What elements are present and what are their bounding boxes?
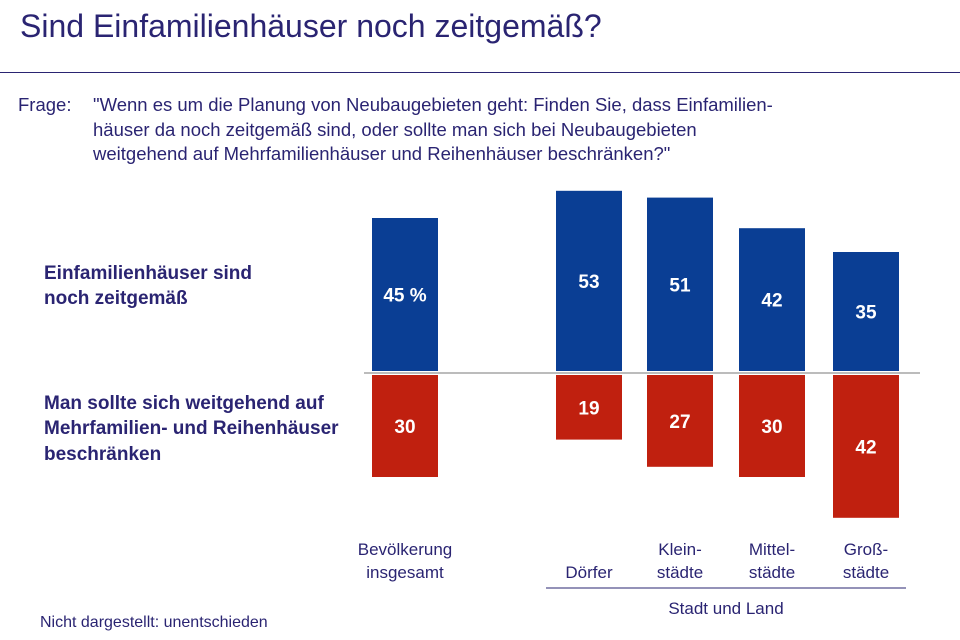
bar-modern [372, 218, 438, 371]
category-label: Klein- [658, 540, 701, 559]
bar-modern [556, 190, 622, 371]
row-label-line: beschränken [44, 443, 162, 465]
category-label: städte [749, 563, 795, 582]
bar-restrict [556, 375, 622, 440]
bar-modern [833, 252, 899, 371]
data-label-restrict: 30 [394, 417, 415, 438]
data-label-restrict: 42 [855, 437, 876, 458]
bar-restrict [739, 375, 805, 477]
category-label: Mittel- [749, 540, 795, 559]
row-label-line: noch zeitgemäß [44, 288, 188, 310]
row-label-restrict: Man sollte sich weitgehend auf Mehrfamil… [44, 391, 339, 467]
category-label: städte [657, 563, 703, 582]
category-label: städte [843, 563, 889, 582]
category-label: Bevölkerung [358, 540, 453, 559]
question-line: "Wenn es um die Planung von Neubaugebiet… [93, 94, 773, 115]
question-line: häuser da noch zeitgemäß sind, oder soll… [93, 118, 697, 140]
row-label-modern: Einfamilienhäuser sind noch zeitgemäß [44, 261, 252, 312]
bar-modern [647, 197, 713, 371]
data-label-modern: 51 [669, 275, 691, 296]
bar-modern [739, 228, 805, 371]
bar-restrict [833, 375, 899, 518]
data-label-restrict: 30 [761, 417, 782, 438]
footnote: Nicht dargestellt: unentschieden [40, 614, 268, 631]
question-prefix: Frage: [18, 94, 72, 115]
data-label-modern: 35 [855, 303, 877, 324]
question-line: weitgehend auf Mehrfamilienhäuser und Re… [93, 143, 671, 165]
data-label-modern: 42 [761, 291, 782, 312]
question-text: "Wenn es um die Planung von Neubaugebiet… [93, 93, 918, 167]
group-label: Stadt und Land [668, 599, 783, 618]
row-label-line: Man sollte sich weitgehend auf [44, 393, 324, 414]
category-label: insgesamt [366, 563, 444, 582]
bar-restrict [647, 375, 713, 467]
data-label-restrict: 19 [578, 398, 599, 419]
data-label-modern: 53 [578, 272, 599, 293]
row-label-line: Einfamilienhäuser sind [44, 263, 252, 284]
question-block: Frage: "Wenn es um die Planung von Neuba… [18, 93, 918, 167]
data-label-modern: 45 % [383, 286, 426, 307]
row-label-line: Mehrfamilien- und Reihenhäuser [44, 418, 339, 440]
data-label-restrict: 27 [669, 412, 690, 433]
category-label: Groß- [844, 540, 888, 559]
category-label: Dörfer [565, 563, 613, 582]
bar-restrict [372, 375, 438, 477]
title-divider [0, 72, 960, 73]
chart-title: Sind Einfamilienhäuser noch zeitgemäß? [20, 8, 602, 44]
